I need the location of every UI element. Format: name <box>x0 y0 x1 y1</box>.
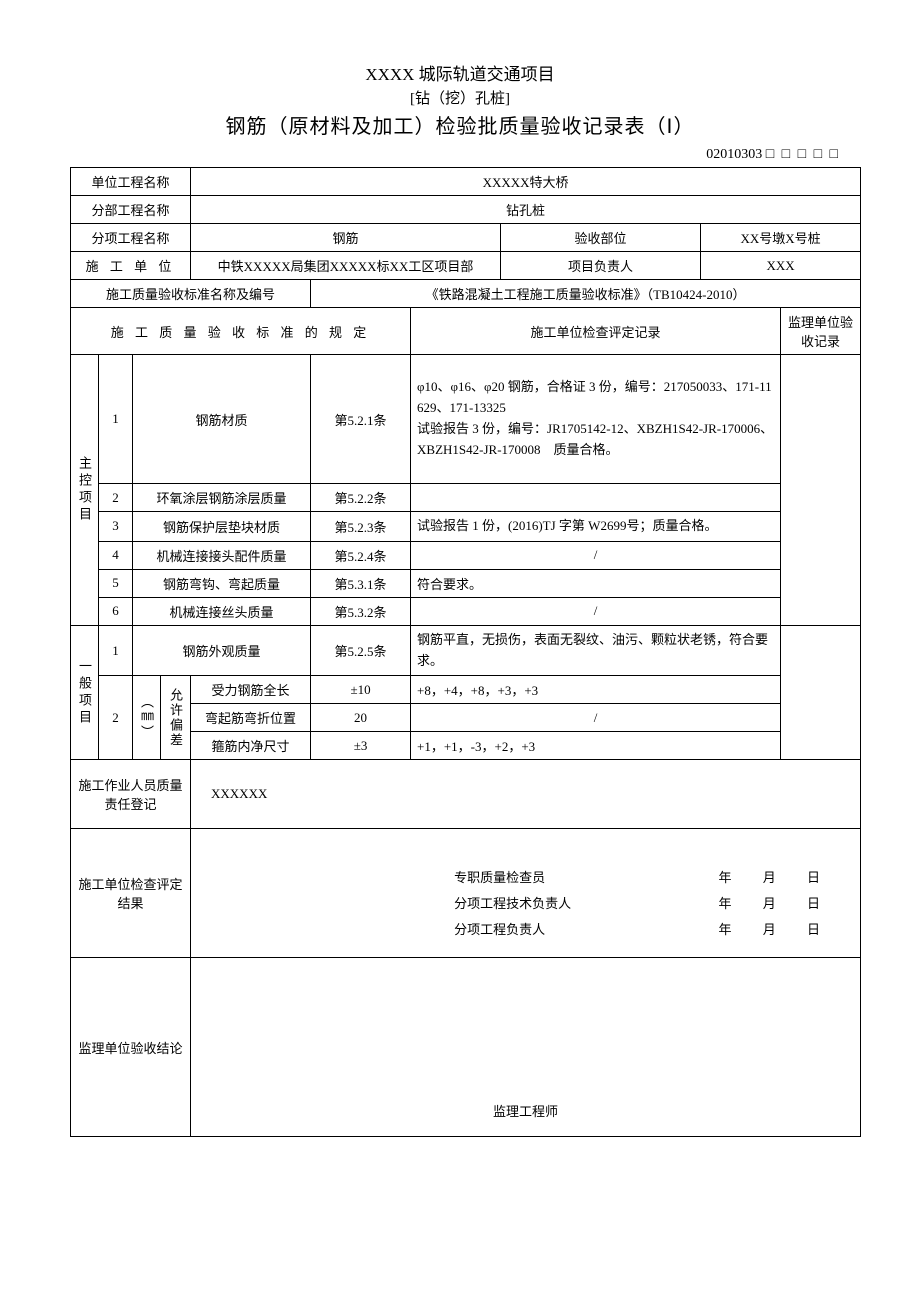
general-item-record: 钢筋平直，无损伤，表面无裂纹、油污、颗粒状老锈，符合要求。 <box>411 625 781 676</box>
general-item-name: 钢筋外观质量 <box>133 625 311 676</box>
contractor-value: 中铁XXXXX局集团XXXXX标XX工区项目部 <box>191 252 501 280</box>
supervisor-conclusion-block: 监理工程师 <box>191 958 861 1137</box>
main-item-no: 3 <box>99 512 133 542</box>
unit-check-result-label: 施工单位检查评定结果 <box>71 829 191 958</box>
pm-value: XXX <box>701 252 861 280</box>
general-item-no: 2 <box>99 676 133 760</box>
item-project-label: 分项工程名称 <box>71 224 191 252</box>
main-item-name: 机械连接接头配件质量 <box>133 541 311 569</box>
main-item-clause: 第5.2.4条 <box>311 541 411 569</box>
worker-responsibility-value: XXXXXX <box>191 760 861 829</box>
tolerance-sub-name: 受力钢筋全长 <box>191 676 311 704</box>
main-item-name: 环氧涂层钢筋涂层质量 <box>133 484 311 512</box>
form-code: 02010303 □ □ □ □ □ <box>70 147 850 163</box>
main-item-name: 机械连接丝头质量 <box>133 597 311 625</box>
main-item-name: 钢筋保护层垫块材质 <box>133 512 311 542</box>
tolerance-value: 20 <box>311 704 411 732</box>
accept-part-value: XX号墩X号桩 <box>701 224 861 252</box>
unit-project-label: 单位工程名称 <box>71 168 191 196</box>
supervisor-record-label: 监理单位验收记录 <box>781 308 861 355</box>
main-item-clause: 第5.2.1条 <box>311 355 411 484</box>
main-item-no: 4 <box>99 541 133 569</box>
general-group: 一般项目 <box>71 625 99 760</box>
item-project-value: 钢筋 <box>191 224 501 252</box>
tolerance-value: ±10 <box>311 676 411 704</box>
standard-rule-label: 施 工 质 量 验 收 标 准 的 规 定 <box>71 308 411 355</box>
quality-inspector-label: 专职质量检查员 <box>454 865 614 891</box>
form-title: 钢筋（原材料及加工）检验批质量验收记录表（Ⅰ） <box>70 110 850 139</box>
main-item-no: 5 <box>99 569 133 597</box>
tolerance-unit: （㎜） <box>133 676 161 760</box>
general-item-no: 1 <box>99 625 133 676</box>
tolerance-label: 允许偏差 <box>161 676 191 760</box>
subtitle: [钻（挖）孔桩] <box>70 87 850 108</box>
main-item-clause: 第5.3.2条 <box>311 597 411 625</box>
date-field: 年 月 日 <box>654 865 834 891</box>
main-item-record: / <box>411 541 781 569</box>
unit-project-value: XXXXX特大桥 <box>191 168 861 196</box>
standard-name-label: 施工质量验收标准名称及编号 <box>71 280 311 308</box>
main-item-record: 符合要求。 <box>411 569 781 597</box>
supervisor-engineer-label: 监理工程师 <box>493 1101 558 1120</box>
accept-part-label: 验收部位 <box>501 224 701 252</box>
tolerance-record: +8，+4，+8，+3，+3 <box>411 676 781 704</box>
part-project-value: 钻孔桩 <box>191 196 861 224</box>
main-item-name: 钢筋材质 <box>133 355 311 484</box>
supervisor-record-main <box>781 355 861 626</box>
main-item-clause: 第5.3.1条 <box>311 569 411 597</box>
tolerance-record: / <box>411 704 781 732</box>
project-leader-label: 分项工程负责人 <box>454 917 614 943</box>
main-item-record: / <box>411 597 781 625</box>
main-item-clause: 第5.2.2条 <box>311 484 411 512</box>
main-control-group: 主控项目 <box>71 355 99 626</box>
date-field: 年 月 日 <box>654 891 834 917</box>
main-item-no: 6 <box>99 597 133 625</box>
part-project-label: 分部工程名称 <box>71 196 191 224</box>
check-record-label: 施工单位检查评定记录 <box>411 308 781 355</box>
main-item-record: 试验报告 1 份，(2016)TJ 字第 W2699号；质量合格。 <box>411 512 781 542</box>
general-item-clause: 第5.2.5条 <box>311 625 411 676</box>
supervisor-conclusion-label: 监理单位验收结论 <box>71 958 191 1137</box>
standard-name-value: 《铁路混凝土工程施工质量验收标准》（TB10424-2010） <box>311 280 861 308</box>
main-item-no: 2 <box>99 484 133 512</box>
main-item-name: 钢筋弯钩、弯起质量 <box>133 569 311 597</box>
inspection-table: 单位工程名称 XXXXX特大桥 分部工程名称 钻孔桩 分项工程名称 钢筋 验收部… <box>70 167 861 1137</box>
date-field: 年 月 日 <box>654 917 834 943</box>
tech-leader-label: 分项工程技术负责人 <box>454 891 614 917</box>
unit-check-result-block: 专职质量检查员 年 月 日 分项工程技术负责人 年 月 日 分项工程负责人 年 … <box>191 829 861 958</box>
main-item-no: 1 <box>99 355 133 484</box>
worker-responsibility-label: 施工作业人员质量责任登记 <box>71 760 191 829</box>
pm-label: 项目负责人 <box>501 252 701 280</box>
main-item-clause: 第5.2.3条 <box>311 512 411 542</box>
tolerance-sub-name: 箍筋内净尺寸 <box>191 732 311 760</box>
contractor-label: 施 工 单 位 <box>71 252 191 280</box>
tolerance-value: ±3 <box>311 732 411 760</box>
main-item-record <box>411 484 781 512</box>
tolerance-sub-name: 弯起筋弯折位置 <box>191 704 311 732</box>
project-name: XXXX 城际轨道交通项目 <box>70 60 850 85</box>
supervisor-record-general <box>781 625 861 760</box>
tolerance-record: +1，+1，-3，+2，+3 <box>411 732 781 760</box>
main-item-record: φ10、φ16、φ20 钢筋，合格证 3 份，编号：217050033、171-… <box>411 355 781 484</box>
